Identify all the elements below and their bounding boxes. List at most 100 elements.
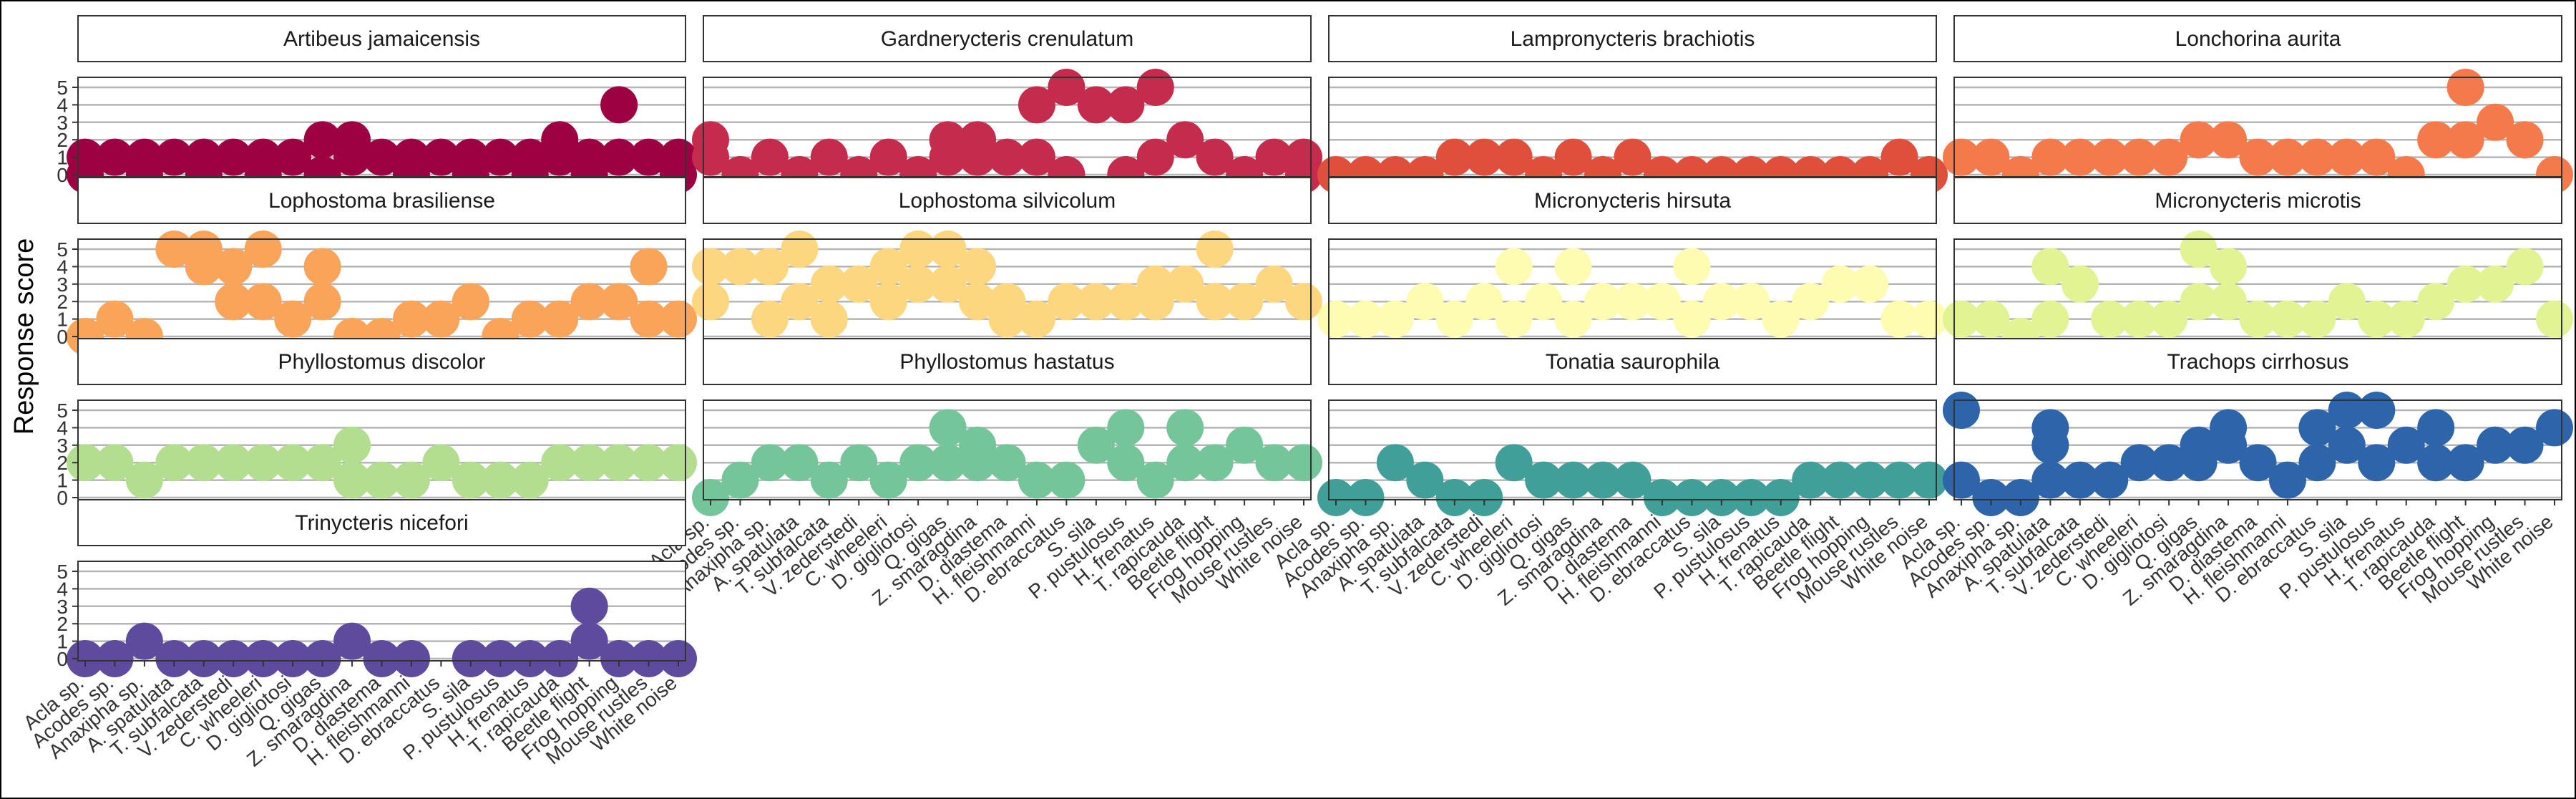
data-point [988,138,1026,176]
data-point [1943,461,1980,499]
data-point [2091,300,2129,338]
data-point [67,444,104,482]
data-point [2210,248,2248,286]
data-point [692,283,729,321]
data-point [303,248,341,286]
data-point [1435,479,1473,516]
data-point [274,640,312,677]
data-point [363,640,401,677]
data-point [2417,283,2455,321]
data-point [1554,248,1592,286]
data-point [1166,265,1204,303]
y-tick-label: 3 [57,596,68,618]
data-point [541,444,579,482]
y-tick-label: 5 [57,400,68,422]
data-point [1077,426,1115,464]
data-point [1762,479,1800,516]
data-point [125,461,163,499]
data-point [1166,121,1204,159]
data-point [869,248,907,286]
data-point [810,265,848,303]
data-point [363,138,401,176]
data-point [2417,444,2455,482]
data-point [1495,444,1533,482]
data-point [1435,138,1473,176]
data-point [2477,103,2514,141]
data-point [2031,300,2069,338]
y-tick-label: 2 [57,129,68,151]
facet-title-phyllostomus-discolor: Phyllostomus discolor [278,350,485,374]
y-tick-label: 4 [57,578,68,600]
data-point [1495,138,1533,176]
data-point [2031,461,2069,499]
data-point [959,138,997,176]
data-point [1851,265,1889,303]
facet-strip-micronycteris-microtis [1953,177,2562,224]
data-point [570,283,608,321]
data-point [2210,121,2248,159]
data-point [1048,461,1085,499]
y-tick-label: 5 [57,561,68,583]
y-axis-title: Response score [9,238,39,435]
data-point [215,248,253,286]
data-point [1673,479,1711,516]
data-point [1614,283,1652,321]
data-point [2417,121,2455,159]
data-point [1614,138,1652,176]
data-point [303,283,341,321]
data-point [660,444,697,482]
data-point [2358,300,2396,338]
data-point [2120,300,2158,338]
facet-title-trinycteris-nicefori: Trinycteris nicefori [295,511,468,535]
data-point [1465,283,1503,321]
data-point [2477,426,2514,464]
data-point [1584,461,1622,499]
data-point [2328,283,2366,321]
data-point [482,640,519,677]
data-point [1077,86,1115,124]
data-point [600,138,638,176]
data-point [1107,444,1145,482]
y-tick-label: 4 [57,94,68,116]
data-point [2506,248,2544,286]
facet-strip-phyllostomus-hastatus [703,338,1312,385]
data-point [244,138,282,176]
data-point [125,622,163,660]
data-point [1821,265,1859,303]
facet-strip-lophostoma-brasiliense [77,177,686,224]
data-point [215,444,253,482]
data-point [1554,300,1592,338]
data-point [570,587,608,625]
data-point [600,86,638,124]
data-point [2210,283,2248,321]
data-point [600,640,638,677]
data-point [751,248,789,286]
data-point [869,461,907,499]
facet-strip-lophostoma-silvicolum [703,177,1312,224]
data-point [630,138,668,176]
data-point [1643,479,1681,516]
data-point [2446,265,2484,303]
data-point [1406,283,1444,321]
data-point [1255,265,1293,303]
data-point [660,138,697,176]
data-point [1107,86,1145,124]
facet-strip-micronycteris-hirsuta [1328,177,1937,224]
data-point [1347,479,1385,516]
data-point [2387,300,2425,338]
data-point [781,283,819,321]
facet-title-micronycteris-hirsuta: Micronycteris hirsuta [1534,189,1731,213]
data-point [215,138,253,176]
data-point [67,640,104,677]
data-point [988,444,1026,482]
data-point [630,300,668,338]
data-point [781,444,819,482]
facet-strip-trachops-cirrhosus [1953,338,2562,385]
data-point [1943,300,1980,338]
data-point [1077,283,1115,321]
data-point [363,461,401,499]
data-point [1196,231,1234,268]
data-point [333,121,371,159]
data-point [1880,461,1918,499]
